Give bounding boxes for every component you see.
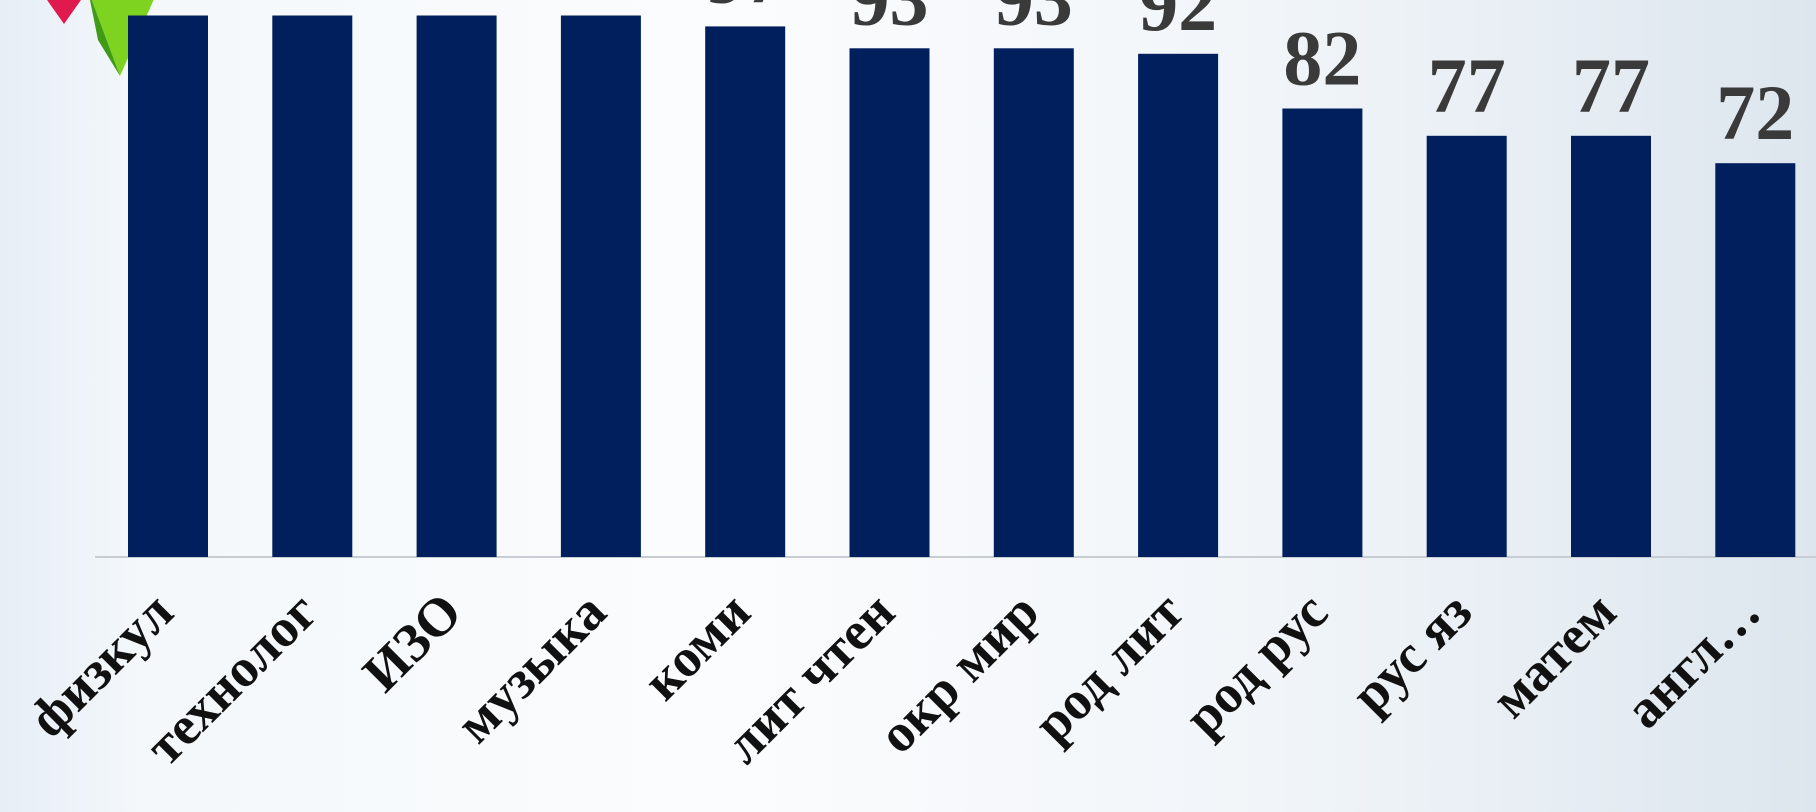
logo-dark-green-facet: [90, 0, 120, 76]
bar-9: [1426, 135, 1507, 558]
value-label-1: 99: [273, 0, 351, 9]
bar-7: [1138, 53, 1219, 558]
category-label-2: ИЗО: [351, 581, 473, 703]
bar-3: [560, 15, 641, 557]
logo-red-facet: [47, 0, 81, 24]
bar-2: [416, 15, 497, 557]
value-label-8: 82: [1283, 15, 1361, 102]
bar-1: [272, 15, 353, 557]
category-label-10: матем: [1479, 581, 1627, 729]
value-label-0: 99: [129, 0, 207, 9]
category-label-11: англ…: [1613, 581, 1772, 740]
value-label-4: 97: [706, 0, 784, 19]
category-label-3: музыка: [444, 581, 617, 754]
value-label-7: 92: [1139, 0, 1217, 47]
value-label-3: 99: [562, 0, 640, 9]
value-label-11: 72: [1716, 69, 1794, 156]
value-label-2: 99: [418, 0, 496, 9]
bar-8: [1282, 108, 1363, 557]
value-label-5: 93: [851, 0, 929, 41]
category-label-8: род рус: [1173, 581, 1339, 747]
value-label-10: 77: [1572, 42, 1650, 129]
bar-10: [1571, 135, 1651, 558]
value-labels-group: 99 99 99 99 97 93 93 92 82 77 77 72: [129, 0, 1794, 156]
bars-group: [128, 15, 1796, 558]
bar-6: [993, 48, 1074, 558]
bar-5: [849, 48, 930, 558]
value-label-6: 93: [995, 0, 1073, 41]
bar-11: [1715, 163, 1796, 557]
bar-0: [128, 15, 208, 557]
category-label-7: род лит: [1022, 581, 1195, 754]
value-label-9: 77: [1428, 42, 1506, 129]
category-label-9: рус яз: [1340, 581, 1484, 725]
category-label-4: коми: [631, 581, 761, 711]
bar-4: [705, 26, 786, 557]
category-label-6: окр мир: [867, 581, 1051, 765]
